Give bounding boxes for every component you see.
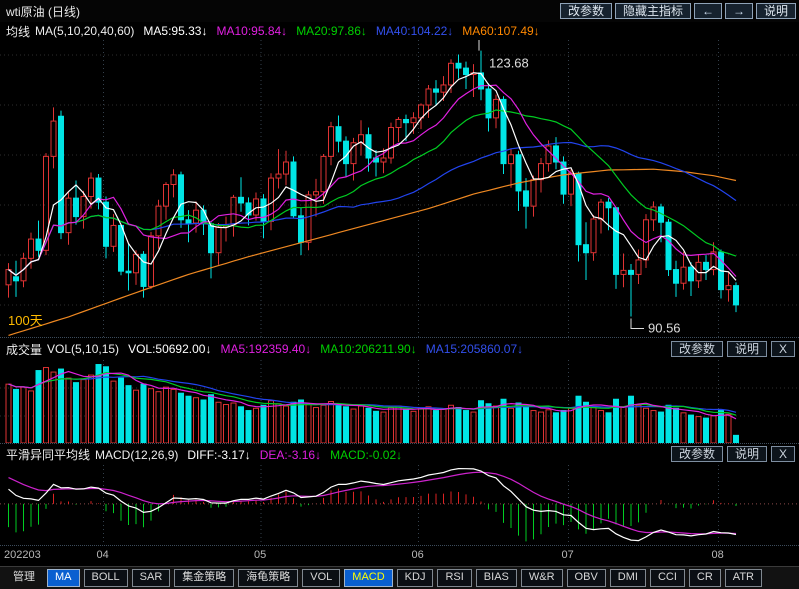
axis-label-07: 07 xyxy=(561,549,574,561)
tab-atr[interactable]: ATR xyxy=(724,569,762,587)
tab-rsi[interactable]: RSI xyxy=(437,569,472,587)
high-price-annotation: 123.68 xyxy=(489,56,529,71)
main-indicator-header: 均线 MA(5,10,20,40,60) MA5:95.33↓ MA10:95.8… xyxy=(0,22,799,40)
tab-cci[interactable]: CCI xyxy=(649,569,685,587)
tab-海龟策略[interactable]: 海龟策略 xyxy=(238,569,299,587)
volume-header-buttons: 改参数 说明 X xyxy=(670,340,799,357)
indicator-value: VOL:50692.00↓ xyxy=(128,342,212,356)
vol-help-button[interactable]: 说明 xyxy=(726,340,767,357)
left-arrow-icon: ← xyxy=(701,4,714,18)
main-indicator-name: 均线 xyxy=(6,24,31,39)
indicator-value: MA5:192359.40↓ xyxy=(220,342,312,356)
title-bar-buttons: 改参数 隐藏主指标 ← → 说明 xyxy=(559,2,799,20)
indicator-value: MA15:205860.07↓ xyxy=(425,342,524,356)
macd-indicator-header: 平滑异同平均线 MACD(12,26,9) DIFF:-3.17↓ DEA:-3.… xyxy=(0,443,799,465)
volume-indicator-name: 成交量 xyxy=(6,342,43,357)
macd-header-buttons: 改参数 说明 X xyxy=(670,446,799,462)
main-chart-canvas[interactable]: 123.68 90.56 100天 xyxy=(0,40,799,337)
indicator-value: DIFF:-3.17↓ xyxy=(187,447,251,462)
indicator-tab-bar: 管理 MA BOLL SAR 集金策略 海龟策略 VOL MACD KDJ RSI BIAS W&R O… xyxy=(0,566,799,589)
indicator-value: MA40:104.22↓ xyxy=(375,24,454,38)
next-button[interactable]: → xyxy=(724,3,753,19)
volume-indicator-header: 成交量 VOL(5,10,15) VOL:50692.00↓ MA5:192359… xyxy=(0,337,799,360)
tab-w-r[interactable]: W&R xyxy=(520,569,563,587)
volume-indicator-params: VOL(5,10,15) xyxy=(47,342,120,356)
tab-管理: 管理 xyxy=(13,571,35,583)
tab-kdj[interactable]: KDJ xyxy=(396,569,434,587)
indicator-value: MA10:95.84↓ xyxy=(216,24,288,38)
title-bar: wti原油 (日线) 改参数 隐藏主指标 ← → 说明 xyxy=(0,0,799,22)
macd-close-button[interactable]: X xyxy=(770,446,795,462)
axis-label-05: 05 xyxy=(254,549,267,561)
indicator-value: MA10:206211.90↓ xyxy=(320,342,417,356)
tab-sar[interactable]: SAR xyxy=(131,569,171,587)
axis-label-06: 06 xyxy=(411,549,424,561)
tab-macd[interactable]: MACD xyxy=(344,569,393,587)
vol-close-button[interactable]: X xyxy=(770,340,795,357)
indicator-value: DEA:-3.16↓ xyxy=(259,447,322,462)
help-button[interactable]: 说明 xyxy=(755,3,796,19)
indicator-value: MA5:95.33↓ xyxy=(143,24,208,38)
tab-obv[interactable]: OBV xyxy=(566,569,606,587)
tab-集金策略[interactable]: 集金策略 xyxy=(174,569,235,587)
time-axis: 202203 04 05 06 07 08 xyxy=(0,545,799,566)
right-arrow-icon: → xyxy=(732,4,745,18)
main-indicator-params: MA(5,10,20,40,60) xyxy=(35,24,135,38)
tab-boll[interactable]: BOLL xyxy=(83,569,128,587)
indicator-value: MACD:-0.02↓ xyxy=(330,447,403,462)
axis-label-04: 04 xyxy=(96,549,109,561)
main-indicator-values: MA5:95.33↓ MA10:95.84↓ MA20:97.86↓ MA40:104… xyxy=(134,24,539,38)
tab-bias[interactable]: BIAS xyxy=(475,569,517,587)
axis-label-202203: 202203 xyxy=(4,549,41,561)
macd-help-button[interactable]: 说明 xyxy=(726,446,767,462)
hide-main-indicator-button[interactable]: 隐藏主指标 xyxy=(614,3,691,19)
macd-change-params-button[interactable]: 改参数 xyxy=(670,446,723,462)
volume-indicator-values: VOL:50692.00↓ MA5:192359.40↓ MA10:206211.9… xyxy=(119,342,523,356)
macd-chart-canvas[interactable] xyxy=(0,465,799,545)
change-params-button[interactable]: 改参数 xyxy=(559,3,612,19)
symbol-title: wti原油 (日线) xyxy=(6,4,80,19)
macd-indicator-params: MACD(12,26,9) xyxy=(95,447,179,462)
tab-cr[interactable]: CR xyxy=(688,569,721,587)
tab-dmi[interactable]: DMI xyxy=(609,569,646,587)
vol-change-params-button[interactable]: 改参数 xyxy=(670,340,723,357)
low-price-annotation: 90.56 xyxy=(648,320,681,335)
axis-label-08: 08 xyxy=(711,549,724,561)
prev-button[interactable]: ← xyxy=(693,3,722,19)
hundred-day-annotation: 100天 xyxy=(8,313,43,328)
macd-indicator-name: 平滑异同平均线 xyxy=(6,448,91,462)
volume-chart-canvas[interactable] xyxy=(0,360,799,443)
tab-vol[interactable]: VOL xyxy=(302,569,341,587)
indicator-value: MA20:97.86↓ xyxy=(296,24,367,38)
tab-ma[interactable]: MA xyxy=(47,569,80,587)
indicator-value: MA60:107.49↓ xyxy=(462,24,540,38)
macd-indicator-values: DIFF:-3.17↓ DEA:-3.16↓ MACD:-0.02↓ xyxy=(178,448,402,462)
